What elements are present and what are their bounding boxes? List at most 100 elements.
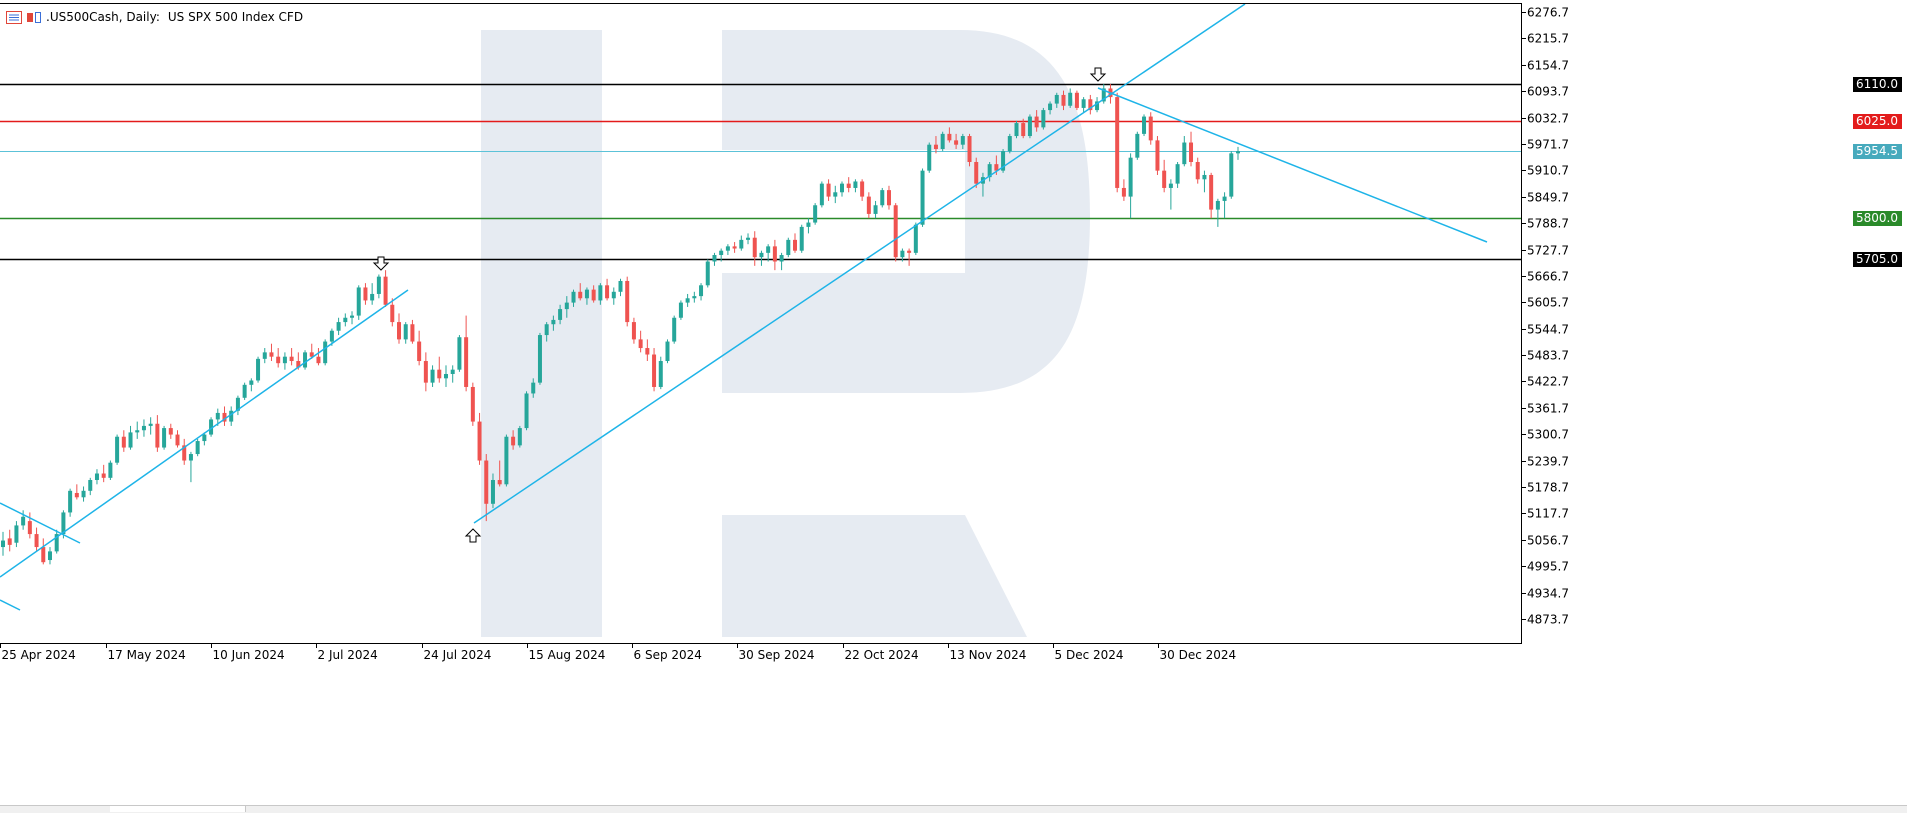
symbol-label: .US500Cash, Daily: [46,10,160,24]
candle-body [987,164,992,178]
candle-body [833,192,838,197]
y-tick-label: 4934.7 [1527,587,1569,601]
trendline-4[interactable] [0,599,21,611]
bottom-scrollbar[interactable] [0,805,1907,813]
candle-body [1041,110,1046,128]
y-tick-label: 5971.7 [1527,138,1569,152]
candle-body [813,205,818,223]
candle-body [705,261,710,286]
candle [397,313,402,344]
candle-body [652,354,657,387]
candle-body [410,324,415,342]
candle-body [1236,151,1240,154]
candle-body [1014,123,1019,137]
x-tick-label: 6 Sep 2024 [634,648,702,662]
candle [1222,192,1227,219]
trendline-1[interactable] [473,3,1246,524]
candle-body [363,287,368,301]
down-arrow-marker-dec[interactable] [1089,67,1107,82]
candle-body [578,291,583,299]
candle-body [504,436,509,485]
candle-body [772,246,777,262]
candle [631,317,636,344]
x-tick-label: 2 Jul 2024 [318,648,378,662]
candle [766,244,771,262]
symbol-description: US SPX 500 Index CFD [167,10,304,24]
trendline-3[interactable] [0,502,81,544]
candle [269,343,274,362]
candle [249,378,254,392]
candle-body [81,490,86,498]
trendline-2[interactable] [1097,87,1488,243]
candle [470,382,475,426]
candles-icon[interactable] [26,11,42,24]
x-tick-label: 13 Nov 2024 [950,648,1027,662]
candle-body [88,479,93,491]
candle [61,510,66,539]
candle-body [343,317,348,323]
candle [544,322,549,342]
candle [309,343,314,359]
candle [1162,159,1167,193]
candle-body [866,196,871,214]
candle-body [94,473,99,480]
candle-body [571,291,576,303]
candle-body [1021,123,1026,137]
candle-body [712,255,717,262]
candle [423,352,428,392]
candle [168,423,173,439]
candle-body [511,436,516,446]
candle [537,332,542,385]
candle-body [1135,133,1140,158]
candle [584,287,589,305]
candle [960,133,965,150]
candle-body [685,298,690,303]
candle [947,127,952,143]
up-arrow-marker-aug[interactable] [464,528,482,543]
candle [772,239,777,271]
y-tick-label: 5544.7 [1527,323,1569,337]
candle [1034,110,1039,132]
candle-body [786,239,791,256]
candle-body [289,356,294,362]
candle-body [605,285,610,299]
candle-body [799,226,804,251]
candle-body [658,361,663,387]
y-tick-label: 5666.7 [1527,270,1569,284]
candle-body [631,322,636,340]
candle-body [1068,92,1073,106]
candle-body [484,460,489,504]
chart-menu-icon[interactable] [6,10,22,24]
candle-body [699,285,704,297]
candle-body [1195,161,1200,180]
candle-body [34,534,39,548]
bottom-tab[interactable] [110,806,246,812]
candle [450,365,455,383]
candle [1048,101,1053,115]
candle [101,464,106,483]
candle [1081,97,1086,113]
candle-body [584,289,589,299]
candle-body [1007,136,1012,152]
candle-body [1162,170,1167,188]
candle [1155,136,1160,175]
candle-body [323,341,328,364]
candle [343,313,348,327]
candle [1229,151,1234,199]
trendline-0[interactable] [0,289,409,578]
candle [356,285,361,320]
candle-body [625,280,630,323]
down-arrow-marker-jul[interactable] [372,256,390,271]
candle [558,304,563,325]
candle [578,283,583,301]
candle-body [115,436,120,463]
candle [886,185,891,210]
candle [1074,90,1079,111]
candle-body [994,164,999,171]
candle-body [725,246,730,251]
candle [1115,92,1120,193]
candle [1121,179,1126,201]
candle-body [1168,183,1173,188]
